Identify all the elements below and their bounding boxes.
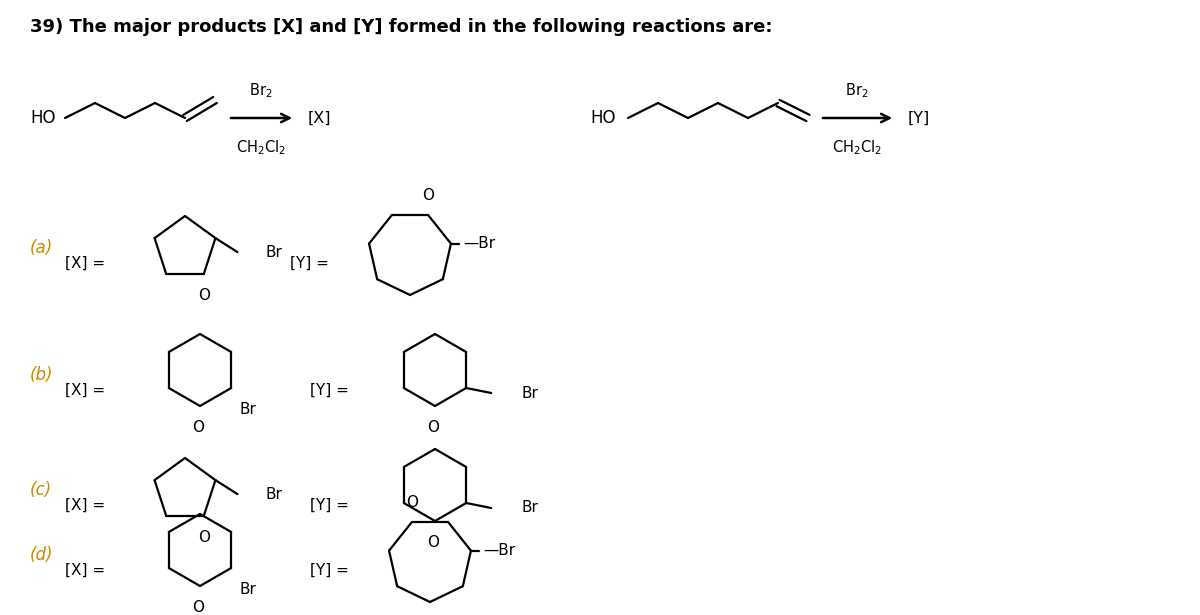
Text: [Y] =: [Y] = (310, 383, 349, 397)
Text: [X]: [X] (308, 111, 331, 125)
Text: O: O (427, 420, 439, 435)
Text: (a): (a) (30, 239, 53, 257)
Text: O: O (406, 495, 418, 510)
Text: —Br: —Br (482, 543, 515, 558)
Text: [Y] =: [Y] = (310, 563, 349, 577)
Text: HO: HO (30, 109, 55, 127)
Text: O: O (198, 288, 210, 303)
Text: Br: Br (265, 486, 282, 502)
Text: [X] =: [X] = (65, 255, 106, 271)
Text: [Y] =: [Y] = (290, 255, 329, 271)
Text: Br: Br (521, 501, 538, 515)
Text: O: O (192, 420, 204, 435)
Text: O: O (198, 530, 210, 545)
Text: O: O (427, 535, 439, 550)
Text: O: O (422, 188, 434, 203)
Text: [Y]: [Y] (908, 111, 930, 125)
Text: [X] =: [X] = (65, 383, 106, 397)
Text: (b): (b) (30, 366, 54, 384)
Text: Br$_2$: Br$_2$ (250, 81, 272, 100)
Text: —Br: —Br (463, 236, 496, 251)
Text: Br$_2$: Br$_2$ (845, 81, 869, 100)
Text: CH$_2$Cl$_2$: CH$_2$Cl$_2$ (236, 138, 286, 157)
Text: 39) The major products [X] and [Y] formed in the following reactions are:: 39) The major products [X] and [Y] forme… (30, 18, 773, 36)
Text: CH$_2$Cl$_2$: CH$_2$Cl$_2$ (832, 138, 882, 157)
Text: Br: Br (265, 245, 282, 260)
Text: (d): (d) (30, 546, 54, 564)
Text: O: O (192, 600, 204, 615)
Text: [Y] =: [Y] = (310, 498, 349, 512)
Text: Br: Br (239, 582, 256, 597)
Text: [X] =: [X] = (65, 498, 106, 512)
Text: [X] =: [X] = (65, 563, 106, 577)
Text: Br: Br (521, 386, 538, 400)
Text: (c): (c) (30, 481, 52, 499)
Text: Br: Br (239, 402, 256, 417)
Text: HO: HO (590, 109, 616, 127)
